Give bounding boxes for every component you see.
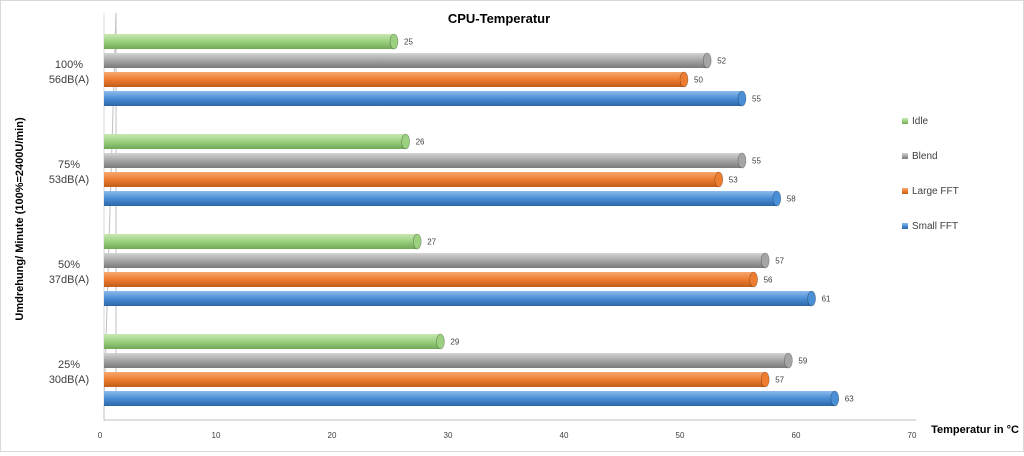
bar-large-fft bbox=[104, 271, 758, 288]
legend-item: Small FFT bbox=[902, 221, 958, 232]
category-label: 100% 56dB(A) bbox=[49, 59, 89, 86]
x-tick-label: 70 bbox=[908, 431, 917, 440]
data-label: 52 bbox=[717, 57, 726, 66]
bar-idle bbox=[104, 133, 410, 150]
x-tick-labels: 0 10 20 30 40 50 60 70 bbox=[98, 431, 917, 440]
legend-item: Large FFT bbox=[902, 186, 959, 197]
bar-blend bbox=[104, 252, 770, 269]
data-label: 50 bbox=[694, 76, 703, 85]
legend-swatch bbox=[902, 223, 908, 229]
data-label: 56 bbox=[764, 276, 773, 285]
legend-label: Small FFT bbox=[912, 221, 958, 232]
data-label: 25 bbox=[404, 38, 413, 47]
x-tick-label: 10 bbox=[212, 431, 221, 440]
data-label: 29 bbox=[450, 338, 459, 347]
bar-small-fft bbox=[104, 190, 782, 207]
category-labels: 100% 56dB(A) 75% 53dB(A) 50% 37dB(A) 25% 30dB(A… bbox=[49, 59, 89, 386]
legend-swatch bbox=[902, 153, 908, 159]
bar-blend bbox=[104, 52, 712, 69]
x-tick-label: 60 bbox=[792, 431, 801, 440]
x-tick-label: 30 bbox=[444, 431, 453, 440]
x-axis-title: Temperatur in °C bbox=[931, 424, 1019, 436]
data-label: 55 bbox=[752, 157, 761, 166]
x-tick-label: 40 bbox=[560, 431, 569, 440]
bar-blend bbox=[104, 152, 747, 169]
legend-label: Large FFT bbox=[912, 186, 959, 197]
bar-idle bbox=[104, 33, 399, 50]
data-labels: 25 52 50 55 26 55 53 58 27 57 56 61 29 59 57 63 bbox=[404, 38, 854, 404]
y-axis-title: Umdrehung/ Minute (100%=2400U/min) bbox=[14, 117, 26, 321]
bar-idle bbox=[104, 333, 445, 350]
bar-small-fft bbox=[104, 390, 840, 407]
data-label: 63 bbox=[845, 395, 854, 404]
category-label: 75% 53dB(A) bbox=[49, 159, 89, 186]
data-label: 59 bbox=[798, 357, 807, 366]
x-tick-label: 20 bbox=[328, 431, 337, 440]
legend-label: Blend bbox=[912, 151, 938, 162]
legend-item: Blend bbox=[902, 151, 938, 162]
legend-item: Idle bbox=[902, 116, 929, 127]
data-label: 57 bbox=[775, 376, 784, 385]
floor-edge bbox=[103, 406, 916, 421]
chart-title: CPU-Temperatur bbox=[448, 11, 550, 26]
data-label: 53 bbox=[729, 176, 738, 185]
data-label: 61 bbox=[822, 295, 831, 304]
legend-swatch bbox=[902, 118, 908, 124]
category-label: 25% 30dB(A) bbox=[49, 359, 89, 386]
legend-swatch bbox=[902, 188, 908, 194]
data-label: 57 bbox=[775, 257, 784, 266]
bar-large-fft bbox=[104, 71, 689, 88]
bars bbox=[104, 33, 840, 407]
bar-small-fft bbox=[104, 290, 816, 307]
bar-blend bbox=[104, 352, 793, 369]
data-label: 58 bbox=[787, 195, 796, 204]
data-label: 27 bbox=[427, 238, 436, 247]
bar-idle bbox=[104, 233, 422, 250]
bar-large-fft bbox=[104, 371, 770, 388]
legend-label: Idle bbox=[912, 116, 929, 127]
legend: Idle Blend Large FFT Small FFT bbox=[902, 116, 959, 232]
bar-large-fft bbox=[104, 171, 724, 188]
x-tick-label: 0 bbox=[98, 431, 103, 440]
x-tick-label: 50 bbox=[676, 431, 685, 440]
data-label: 55 bbox=[752, 95, 761, 104]
data-label: 26 bbox=[416, 138, 425, 147]
bar-small-fft bbox=[104, 90, 747, 107]
category-label: 50% 37dB(A) bbox=[49, 259, 89, 286]
